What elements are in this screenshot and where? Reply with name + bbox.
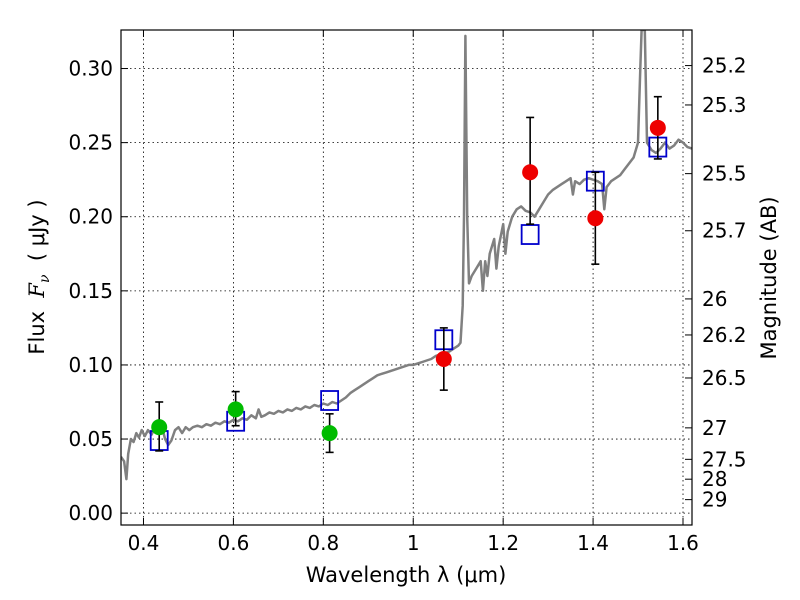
x-tick-label: 1: [407, 531, 420, 555]
optical-data-point: [321, 425, 338, 442]
grid: [121, 30, 692, 525]
nir-data-point: [587, 210, 604, 227]
axis-ticks: 0.4 0.6 0.8 1 1.2 1.4 1.6 0.00 0.05 0.10 0.15 0.20 0…: [68, 30, 747, 555]
x-tick-label: 0.4: [128, 531, 160, 555]
right-tick-label: 25.5: [702, 162, 747, 186]
right-tick-label: 25.2: [702, 54, 747, 78]
right-tick-label: 26.5: [702, 366, 747, 390]
right-tick-label: 25.3: [702, 93, 747, 117]
nir-data-point: [522, 164, 539, 181]
right-tick-label: 27.5: [702, 447, 747, 471]
right-axis-label: Magnitude (AB): [757, 196, 781, 359]
right-tick-label: 25.7: [702, 219, 747, 243]
model-photometry-square: [520, 224, 540, 245]
y-axis-label-unit: ( μJy ): [25, 199, 49, 274]
plot-background: [121, 30, 692, 525]
y-tick-label: 0.30: [68, 57, 113, 81]
y-axis-label-prefix: Flux: [25, 298, 49, 355]
x-tick-label: 1.6: [667, 531, 699, 555]
y-axis-label-subscript: ν: [37, 274, 53, 283]
nir-data-point: [649, 119, 666, 136]
y-tick-label: 0.10: [68, 353, 113, 377]
right-tick-label: 26.2: [702, 323, 747, 347]
right-tick-label: 26: [702, 287, 727, 311]
y-tick-label: 0.25: [68, 131, 113, 155]
x-tick-label: 1.2: [487, 531, 519, 555]
plot-frame: [120, 29, 693, 526]
y-axis-label: Flux Fν ( μJy ): [25, 199, 53, 354]
optical-data-point: [151, 419, 168, 436]
model-photometry-square: [320, 390, 340, 411]
y-tick-label: 0.15: [68, 279, 113, 303]
y-axis-label-symbol: F: [25, 282, 49, 299]
plot-area: [121, 30, 692, 481]
x-tick-label: 0.6: [217, 531, 249, 555]
x-tick-label: 0.8: [307, 531, 339, 555]
right-tick-label: 28: [702, 467, 727, 491]
x-tick-label: 1.4: [577, 531, 609, 555]
optical-data-point: [227, 401, 244, 418]
right-tick-label: 27: [702, 416, 727, 440]
y-tick-label: 0.05: [68, 427, 113, 451]
x-axis-label: Wavelength λ (μm): [306, 563, 507, 587]
y-tick-label: 0.00: [68, 501, 113, 525]
y-tick-label: 0.20: [68, 205, 113, 229]
nir-data-point: [435, 351, 452, 368]
right-tick-label: 29: [702, 488, 727, 512]
